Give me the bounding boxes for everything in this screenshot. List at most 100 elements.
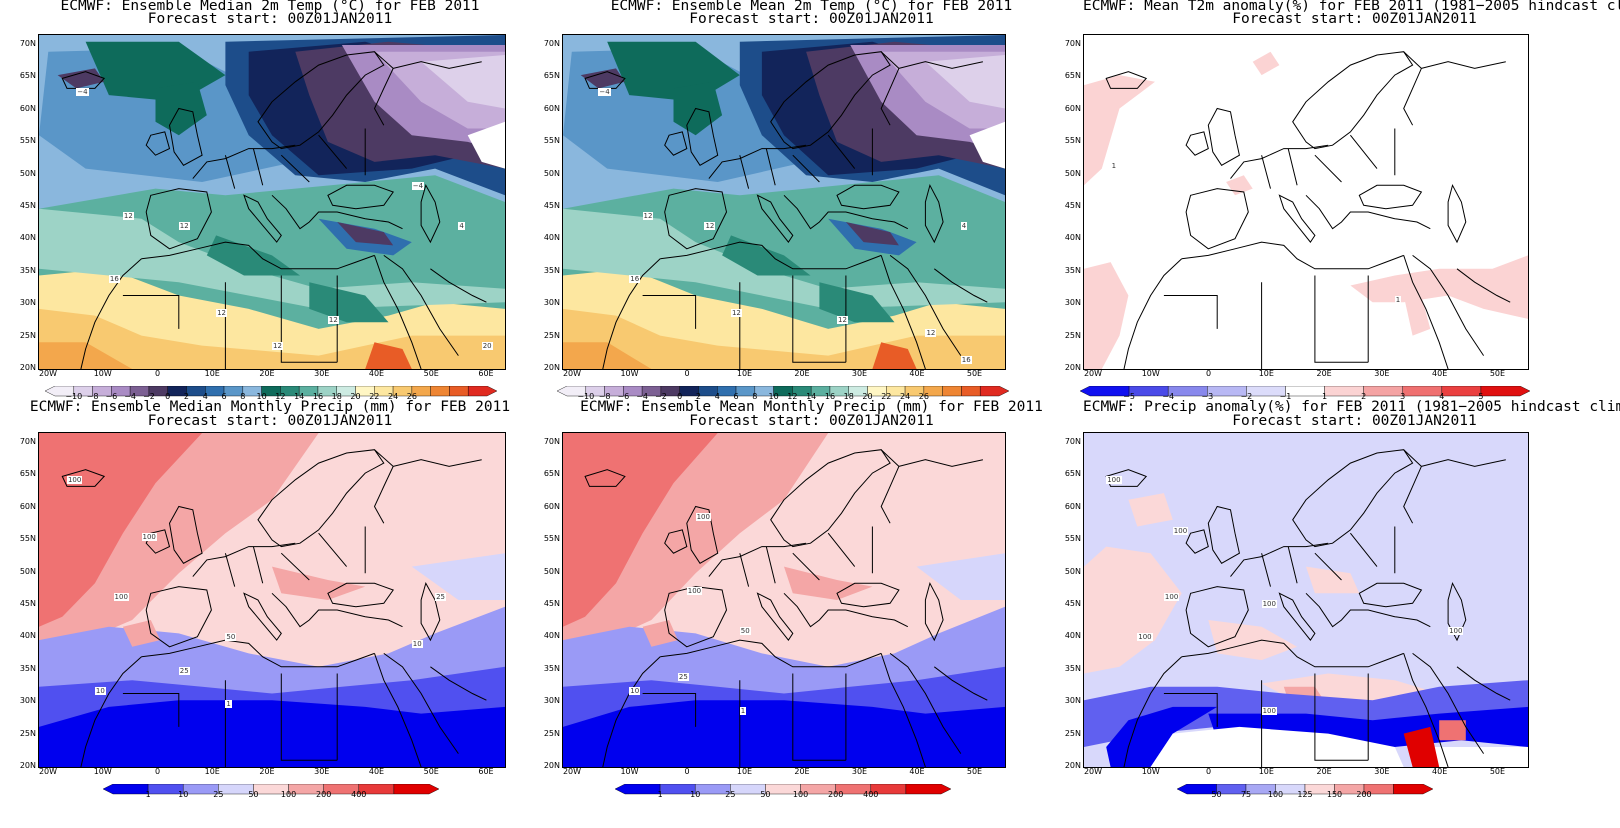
colorbar [1176,783,1434,795]
temp-band [309,282,389,323]
lat-tick: 65N [1064,469,1081,479]
coastline-segment [783,592,909,628]
map-area: 100 100 100 100 100 100 100 [1083,432,1529,768]
contour-label: 1 [1110,161,1118,170]
lon-tick: 30E [851,369,868,378]
coastline-segment [243,194,282,243]
colorbar-tick: 14 [806,392,817,401]
coastline-segment [61,71,106,89]
temp-band [467,121,505,169]
temp-band [722,235,811,276]
colorbar-tick: 8 [240,392,246,401]
lon-tick: 30E [1374,369,1390,378]
colorbar-tick: 2 [695,392,702,401]
colorbar-tick: 25 [213,790,224,799]
panom-band [1128,493,1173,527]
lat-tick: 45N [1064,201,1081,210]
lat-tick: 35N [19,663,36,673]
panel-subtitle: Forecast start: 00Z01JAN2011 [689,11,934,27]
coastline-segment [1163,673,1369,767]
colorbar-wrap [614,781,952,800]
colorbar-tick: −4 [124,392,137,401]
coastline-segment [327,582,394,608]
coastline-segment [783,194,909,230]
lon-tick: 20W [1083,369,1103,378]
coastline-segment [1261,526,1396,587]
contour-label: −4 [411,181,425,190]
colorbar-tick: −8 [86,392,99,401]
map-graphic [1084,433,1528,767]
lon-tick: 30E [314,369,330,378]
coastline-segment [80,258,142,369]
contour-label: 1 [225,700,232,709]
colorbar-tick: 16 [824,392,836,401]
panom-band [1150,726,1404,767]
coastline-segment [686,505,719,564]
lon-tick: 60E [478,369,494,378]
lat-tick: 55N [19,534,36,544]
coastline-segment [257,51,385,150]
panom-band [1430,747,1528,767]
panel-subtitle: Forecast start: 00Z01JAN2011 [689,413,934,429]
colorbar-swatch [449,385,469,397]
colorbar-tick: 10 [178,790,189,799]
lat-tick: 20N [19,761,36,770]
anom-band [1084,262,1129,369]
colorbar-swatch [468,385,498,397]
lat-tick: 30N [1064,696,1081,706]
temp-band [337,222,394,246]
contour-label: 100 [113,593,129,602]
coastline-segment [664,529,688,554]
contour-label: 16 [960,355,972,364]
colorbar-tick: −2 [1240,392,1253,401]
coastline-segment [374,254,459,369]
lat-tick: 25N [1064,728,1081,738]
coastline-segment [1185,586,1249,648]
coastline-segment [271,592,403,628]
colorbar-swatch [961,385,981,397]
lat-tick: 35N [19,265,36,275]
lat-tick: 65N [19,71,36,81]
colorbar-wrap [44,383,498,402]
lon-tick: 10E [204,369,220,378]
contour-label: 10 [629,686,641,695]
coastlines [61,449,487,767]
contour-label: 4 [960,222,968,231]
lat-tick: 65N [543,71,560,81]
lat-tick: 60N [19,501,36,511]
contour-label: 20 [481,342,493,351]
colorbar [614,783,952,795]
contour-label: 50 [739,626,751,635]
coastline-segment [642,275,847,369]
contour-label: 16 [629,275,641,284]
lat-tick: 25N [19,728,36,738]
lat-tick: 70N [543,39,560,48]
lat-tick: 70N [19,437,36,446]
lat-tick: 35N [543,663,560,673]
coastline-segment [836,582,900,608]
contour-label: 12 [272,342,283,351]
coastline-segment [1358,184,1423,210]
lon-tick: 0 [154,369,161,378]
map-graphic [1084,35,1528,369]
lat-tick: 40N [1064,233,1081,243]
lon-tick: 0 [1206,369,1212,378]
contour-label: 100 [1137,633,1153,642]
colorbar-tick: 50 [248,790,259,799]
coastline-segment [1305,194,1431,230]
coastlines [584,449,988,767]
colorbar-tick: 26 [406,392,417,401]
map-panel-p5: ECMWF: Ensemble Mean Monthly Precip (mm)… [540,400,1083,800]
coastline-segment [708,542,807,577]
coastline-segment [924,183,944,244]
map-panel-p2: ECMWF: Ensemble Mean 2m Temp (°C) for FE… [540,0,1083,401]
colorbar-tick: 26 [918,392,929,401]
coastline-segment [1230,542,1329,577]
coastline-segment [1456,268,1511,303]
map-panel-p4: ECMWF: Ensemble Median Monthly Precip (m… [0,400,540,800]
coastline-segment [1163,275,1369,369]
colorbar-wrap [1079,383,1531,402]
colorbar-tick: 200 [1356,790,1372,799]
coastline-segment [1185,188,1249,250]
panel-subtitle: Forecast start: 00Z01JAN2011 [1232,413,1477,429]
